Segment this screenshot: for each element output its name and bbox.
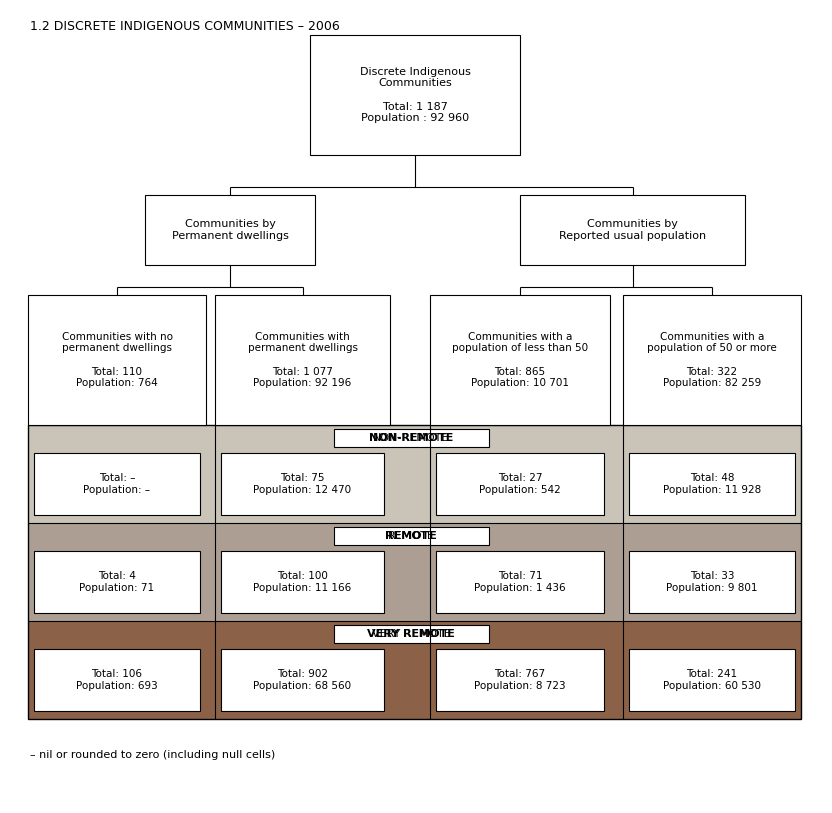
FancyBboxPatch shape — [629, 649, 795, 711]
Text: – nil or rounded to zero (including null cells): – nil or rounded to zero (including null… — [30, 750, 275, 760]
FancyBboxPatch shape — [334, 429, 488, 447]
Text: Communities with a
population of 50 or more

Total: 322
Population: 82 259: Communities with a population of 50 or m… — [647, 332, 777, 388]
Text: Total: 71
Population: 1 436: Total: 71 Population: 1 436 — [474, 572, 566, 593]
Text: REMOTE: REMOTE — [388, 531, 434, 541]
FancyBboxPatch shape — [221, 551, 384, 613]
FancyBboxPatch shape — [436, 551, 604, 613]
FancyBboxPatch shape — [28, 621, 801, 719]
Text: Total: 241
Population: 60 530: Total: 241 Population: 60 530 — [663, 669, 761, 691]
FancyBboxPatch shape — [34, 551, 200, 613]
FancyBboxPatch shape — [145, 195, 315, 265]
Text: NON-REMOTE: NON-REMOTE — [369, 433, 453, 443]
Text: Total: 33
Population: 9 801: Total: 33 Population: 9 801 — [666, 572, 758, 593]
Text: Total: 4
Population: 71: Total: 4 Population: 71 — [79, 572, 155, 593]
Text: VERY REMOTE: VERY REMOTE — [367, 629, 455, 639]
FancyBboxPatch shape — [334, 527, 488, 545]
Text: Total: –
Population: –: Total: – Population: – — [83, 473, 151, 495]
Text: Communities by
Reported usual population: Communities by Reported usual population — [559, 220, 706, 241]
FancyBboxPatch shape — [221, 649, 384, 711]
FancyBboxPatch shape — [436, 649, 604, 711]
Text: Total: 75
Population: 12 470: Total: 75 Population: 12 470 — [254, 473, 352, 495]
Text: Total: 100
Population: 11 166: Total: 100 Population: 11 166 — [254, 572, 352, 593]
FancyBboxPatch shape — [629, 551, 795, 613]
FancyBboxPatch shape — [34, 453, 200, 515]
Text: 1.2 DISCRETE INDIGENOUS COMMUNITIES – 2006: 1.2 DISCRETE INDIGENOUS COMMUNITIES – 20… — [30, 20, 339, 33]
Text: Total: 767
Population: 8 723: Total: 767 Population: 8 723 — [474, 669, 566, 691]
Text: Total: 106
Population: 693: Total: 106 Population: 693 — [76, 669, 158, 691]
FancyBboxPatch shape — [623, 295, 801, 425]
FancyBboxPatch shape — [34, 649, 200, 711]
FancyBboxPatch shape — [334, 625, 488, 643]
Text: Communities with no
permanent dwellings

Total: 110
Population: 764: Communities with no permanent dwellings … — [62, 332, 172, 388]
FancyBboxPatch shape — [221, 453, 384, 515]
FancyBboxPatch shape — [436, 453, 604, 515]
Text: Communities with
permanent dwellings

Total: 1 077
Population: 92 196: Communities with permanent dwellings Tot… — [247, 332, 358, 388]
Text: Total: 48
Population: 11 928: Total: 48 Population: 11 928 — [663, 473, 761, 495]
FancyBboxPatch shape — [215, 295, 390, 425]
Text: VERY REMOTE: VERY REMOTE — [372, 629, 451, 639]
Text: Discrete Indigenous
Communities

Total: 1 187
Population : 92 960: Discrete Indigenous Communities Total: 1… — [359, 67, 470, 124]
FancyBboxPatch shape — [28, 523, 801, 621]
Text: NON-REMOTE: NON-REMOTE — [373, 433, 449, 443]
Text: REMOTE: REMOTE — [385, 531, 437, 541]
Text: Communities with a
population of less than 50

Total: 865
Population: 10 701: Communities with a population of less th… — [452, 332, 588, 388]
FancyBboxPatch shape — [629, 453, 795, 515]
FancyBboxPatch shape — [430, 295, 610, 425]
Text: Communities by
Permanent dwellings: Communities by Permanent dwellings — [171, 220, 289, 241]
FancyBboxPatch shape — [520, 195, 745, 265]
FancyBboxPatch shape — [310, 35, 520, 155]
FancyBboxPatch shape — [28, 425, 801, 523]
Text: Total: 902
Population: 68 560: Total: 902 Population: 68 560 — [254, 669, 352, 691]
Text: Total: 27
Population: 542: Total: 27 Population: 542 — [479, 473, 561, 495]
FancyBboxPatch shape — [28, 295, 206, 425]
